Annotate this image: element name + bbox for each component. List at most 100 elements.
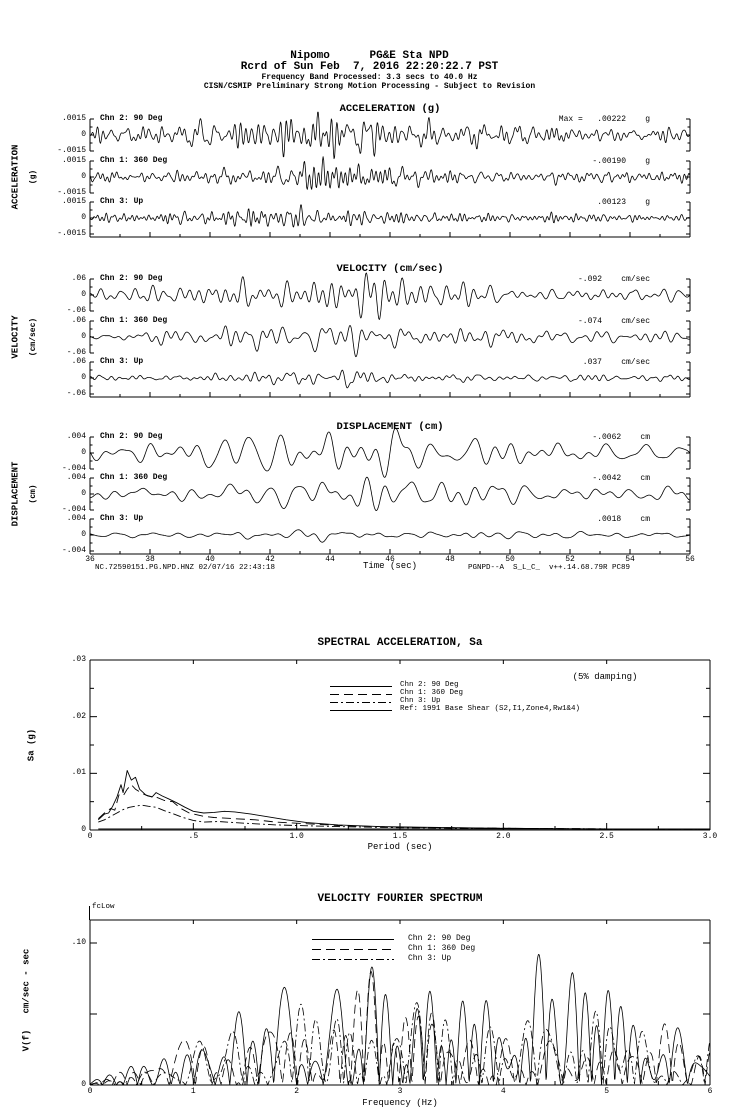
max-value-label: -.00190 g (592, 157, 650, 166)
fourier-y-tick-label: 0 (81, 1080, 86, 1089)
sa-series-0 (98, 771, 710, 829)
sa-y-axis-label: Sa (g) (26, 728, 37, 762)
sa-x-tick-label: 2.5 (599, 832, 614, 841)
time-axis-tick-label: 48 (445, 555, 455, 564)
time-axis-tick-label: 44 (325, 555, 335, 564)
side-axis-label: ACCELERATION (10, 144, 21, 210)
fourier-series-1 (90, 971, 710, 1085)
y-tick-label: 0 (81, 290, 86, 299)
channel-label: Chn 1: 360 Deg (100, 473, 168, 482)
time-axis-tick-label: 52 (565, 555, 575, 564)
y-tick-label: 0 (81, 213, 86, 222)
legend-label: Chn 3: Up (408, 954, 452, 963)
y-tick-label: 0 (81, 332, 86, 341)
y-tick-label: .004 (66, 432, 86, 441)
sa-x-tick-label: 2.0 (496, 832, 511, 841)
y-tick-label: -.0015 (57, 146, 86, 155)
legend-label: Chn 2: 90 Deg (400, 681, 459, 689)
time-axis-tick-label: 40 (205, 555, 215, 564)
fourier-series-0 (90, 954, 710, 1085)
waveform-trace (90, 428, 690, 477)
y-tick-label: .0015 (61, 114, 86, 123)
channel-label: Chn 2: 90 Deg (100, 274, 163, 283)
y-tick-label: .0015 (61, 156, 86, 165)
y-tick-label: 0 (81, 489, 86, 498)
sa-y-tick-label: .03 (71, 654, 86, 664)
y-tick-label: -.004 (61, 505, 86, 514)
y-tick-label: -.06 (66, 389, 86, 398)
sa-title: SPECTRAL ACCELERATION, Sa (317, 637, 483, 649)
panel-title: ACCELERATION (g) (339, 103, 441, 115)
side-axis-label: VELOCITY (10, 315, 21, 359)
y-tick-label: 0 (81, 448, 86, 457)
y-tick-label: -.06 (66, 306, 86, 315)
waveform-trace (90, 273, 690, 320)
fclow-marker (89, 906, 90, 920)
y-tick-label: -.06 (66, 348, 86, 357)
time-axis-tick-label: 38 (145, 555, 155, 564)
max-value-label: .00123 g (597, 198, 650, 207)
sa-x-tick-label: .5 (188, 832, 199, 841)
max-value-label: -.0062 cm (592, 433, 650, 442)
y-tick-label: .004 (66, 514, 86, 523)
max-value-label: -.074 cm/sec (577, 317, 650, 326)
y-tick-label: -.0015 (57, 188, 86, 197)
y-tick-label: -.004 (61, 546, 86, 555)
legend-line-sample (328, 683, 394, 690)
fourier-y-axis-label: V(f) cm/sec - sec (21, 948, 32, 1052)
sa-y-tick-label: .01 (71, 768, 86, 778)
panel-title: VELOCITY (cm/sec) (336, 263, 444, 275)
waveform-trace (90, 326, 690, 357)
time-axis-tick-label: 50 (505, 555, 515, 564)
y-tick-label: 0 (81, 172, 86, 181)
side-axis-label: DISPLACEMENT (10, 461, 21, 527)
sa-series-1 (98, 785, 710, 829)
channel-label: Chn 2: 90 Deg (100, 432, 163, 441)
legend-label: Ref: 1991 Base Shear (S2,I1,Zone4,Rw1&4) (400, 705, 581, 713)
displacement-panel-svg (84, 425, 700, 561)
side-axis-units: (cm/sec) (28, 317, 38, 357)
y-tick-label: .0015 (61, 197, 86, 206)
sa-x-tick-label: 1.0 (289, 832, 304, 841)
legend-label: Chn 1: 360 Deg (400, 689, 464, 697)
waveform-trace (90, 157, 690, 190)
sa-curves-svg (88, 658, 714, 835)
fourier-x-axis-label: Frequency (Hz) (362, 1098, 438, 1108)
y-tick-label: 0 (81, 373, 86, 382)
waveform-trace (90, 370, 690, 388)
legend-line-sample (328, 707, 394, 714)
time-axis-tick-label: 54 (625, 555, 635, 564)
fourier-x-tick-label: 6 (707, 1087, 713, 1096)
max-value-label: .037 cm/sec (582, 358, 650, 367)
time-axis-label: Time (sec) (362, 561, 417, 571)
fourier-title: VELOCITY FOURIER SPECTRUM (317, 893, 483, 905)
channel-label: Chn 3: Up (100, 514, 144, 523)
max-value-label: -.0042 cm (592, 474, 650, 483)
fclow-annotation: fcLow (92, 903, 115, 911)
y-tick-label: .06 (71, 357, 86, 366)
legend-line-sample (310, 936, 396, 943)
y-tick-label: 0 (81, 130, 86, 139)
footer-processing-id: PGNPD--A S_L_C_ v++.14.68.79R PC89 (468, 564, 631, 572)
fourier-x-tick-label: 4 (500, 1087, 506, 1096)
channel-label: Chn 3: Up (100, 357, 144, 366)
sa-damping-annotation: (5% damping) (572, 672, 638, 682)
fourier-x-tick-label: 0 (87, 1087, 93, 1096)
waveform-trace (90, 205, 690, 227)
legend-label: Chn 1: 360 Deg (408, 944, 476, 953)
legend-label: Chn 3: Up (400, 697, 441, 705)
fourier-x-tick-label: 5 (604, 1087, 610, 1096)
side-axis-units: (g) (28, 169, 38, 185)
channel-label: Chn 2: 90 Deg (100, 114, 163, 123)
y-tick-label: .06 (71, 274, 86, 283)
channel-label: Chn 1: 360 Deg (100, 156, 168, 165)
max-value-label: -.092 cm/sec (577, 275, 650, 284)
sa-x-tick-label: 3.0 (702, 832, 718, 841)
time-axis-tick-label: 36 (85, 555, 95, 564)
y-tick-label: -.004 (61, 464, 86, 473)
y-tick-label: .06 (71, 316, 86, 325)
fourier-y-tick-label: .10 (71, 938, 86, 947)
y-tick-label: -.0015 (57, 229, 86, 238)
channel-label: Chn 1: 360 Deg (100, 316, 168, 325)
